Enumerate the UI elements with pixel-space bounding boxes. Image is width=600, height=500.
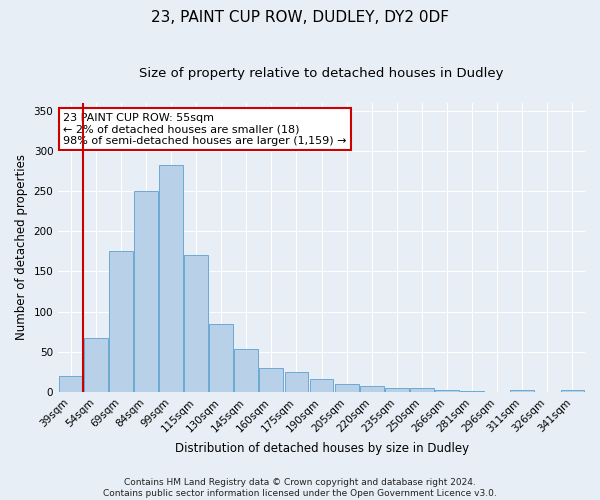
Bar bbox=[410, 388, 434, 392]
Bar bbox=[159, 165, 183, 392]
Bar bbox=[184, 256, 208, 392]
Text: Contains HM Land Registry data © Crown copyright and database right 2024.
Contai: Contains HM Land Registry data © Crown c… bbox=[103, 478, 497, 498]
Bar bbox=[460, 391, 484, 392]
Text: 23, PAINT CUP ROW, DUDLEY, DY2 0DF: 23, PAINT CUP ROW, DUDLEY, DY2 0DF bbox=[151, 10, 449, 25]
Bar bbox=[59, 376, 83, 392]
Y-axis label: Number of detached properties: Number of detached properties bbox=[15, 154, 28, 340]
Bar bbox=[310, 379, 334, 392]
Bar bbox=[209, 324, 233, 392]
Bar bbox=[84, 338, 108, 392]
Bar bbox=[335, 384, 359, 392]
Text: 23 PAINT CUP ROW: 55sqm
← 2% of detached houses are smaller (18)
98% of semi-det: 23 PAINT CUP ROW: 55sqm ← 2% of detached… bbox=[64, 112, 347, 146]
Bar bbox=[259, 368, 283, 392]
X-axis label: Distribution of detached houses by size in Dudley: Distribution of detached houses by size … bbox=[175, 442, 469, 455]
Title: Size of property relative to detached houses in Dudley: Size of property relative to detached ho… bbox=[139, 68, 504, 80]
Bar bbox=[284, 372, 308, 392]
Bar bbox=[235, 350, 258, 392]
Bar bbox=[435, 390, 459, 392]
Bar bbox=[385, 388, 409, 392]
Bar bbox=[511, 390, 534, 392]
Bar bbox=[360, 386, 383, 392]
Bar bbox=[560, 390, 584, 392]
Bar bbox=[109, 251, 133, 392]
Bar bbox=[134, 191, 158, 392]
